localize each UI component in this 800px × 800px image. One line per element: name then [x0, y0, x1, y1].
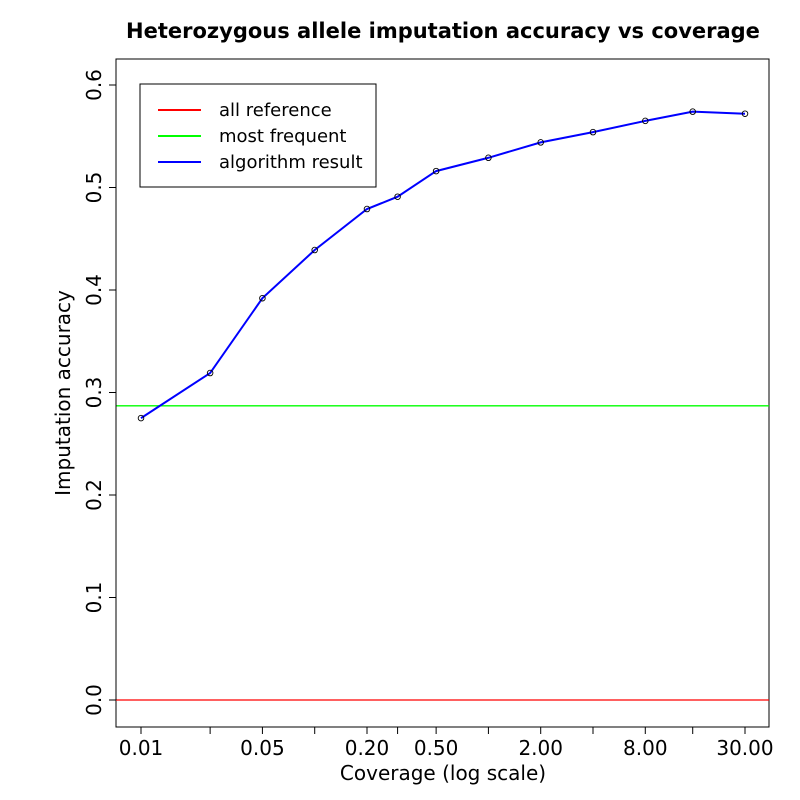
data-point [432, 167, 440, 175]
data-point [311, 246, 318, 254]
algorithm-result-polyline [140, 110, 746, 419]
legend-label-most-frequent: most frequent [219, 126, 347, 147]
data-point [642, 117, 649, 125]
y-tick-label: 0.2 [82, 479, 106, 511]
x-tick-label: 0.01 [119, 736, 164, 760]
legend-box [139, 83, 377, 188]
x-axis-title: Coverage (log scale) [340, 761, 546, 785]
y-tick-label: 0.3 [82, 377, 106, 409]
y-tick-label: 0.1 [82, 582, 106, 614]
x-tick-label: 0.50 [414, 736, 459, 760]
x-axis: 0.01 0.05 0.20 0.50 2.00 8.00 30.00 [119, 726, 774, 760]
y-tick-label: 0.4 [82, 274, 106, 306]
chart-title: Heterozygous allele imputation accuracy … [126, 19, 760, 43]
data-point [206, 369, 214, 377]
data-point [589, 128, 597, 136]
x-tick-label: 0.20 [345, 736, 390, 760]
data-point [741, 110, 749, 117]
data-point [137, 414, 145, 422]
data-point [537, 139, 544, 146]
x-tick-label: 8.00 [623, 736, 668, 760]
data-point [689, 108, 696, 115]
y-tick-label: 0.5 [82, 172, 106, 204]
algorithm-result-points [137, 108, 749, 422]
reference-lines [116, 405, 769, 701]
x-tick-label: 2.00 [518, 736, 563, 760]
x-tick-label: 30.00 [716, 736, 773, 760]
y-axis-title: Imputation accuracy [51, 290, 75, 496]
algorithm-result-line [140, 110, 746, 419]
data-point [259, 294, 266, 302]
data-point [394, 193, 401, 200]
data-point [485, 154, 492, 162]
legend-label-all-reference: all reference [219, 100, 332, 121]
legend-label-algorithm-result: algorithm result [219, 152, 363, 173]
y-tick-label: 0.6 [82, 69, 106, 101]
y-axis: 0.0 0.1 0.2 0.3 0.4 0.5 0.6 [82, 69, 117, 716]
data-point [363, 205, 371, 213]
legend: all reference most frequent algorithm resu… [139, 83, 377, 188]
x-tick-label: 0.05 [240, 736, 285, 760]
y-tick-label: 0.0 [82, 684, 106, 716]
